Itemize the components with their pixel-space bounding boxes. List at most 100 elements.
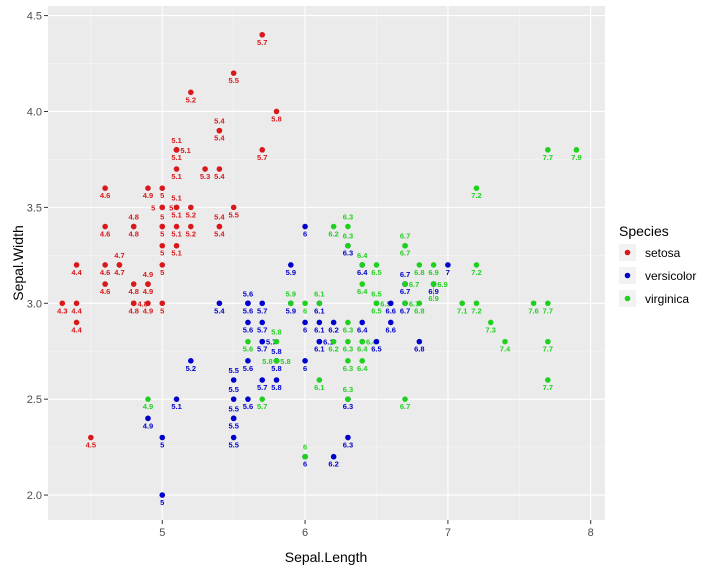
setosa-point — [188, 204, 194, 211]
virginica-point-label: 5.9 — [286, 289, 296, 298]
virginica-point — [345, 319, 351, 326]
setosa-point-label: 4.3 — [57, 306, 67, 315]
setosa-point-label: 4.4 — [71, 306, 82, 315]
x-tick-label: 7 — [445, 527, 451, 539]
setosa-point — [173, 223, 180, 230]
versicolor-point-label: 4.9 — [143, 421, 153, 430]
versicolor-point-label: 5.9 — [286, 268, 296, 277]
setosa-point-label: 5.2 — [186, 210, 196, 219]
virginica-point — [359, 338, 366, 345]
legend-label-setosa: setosa — [645, 246, 681, 260]
virginica-point-label: 7.2 — [471, 191, 481, 200]
setosa-point-label: 5.2 — [186, 230, 196, 239]
legend: Species setosa versicolor virginica — [619, 223, 696, 307]
setosa-point-label: 5.5 — [228, 76, 238, 85]
setosa-point — [130, 223, 137, 230]
setosa-point-label: 5 — [169, 203, 173, 212]
versicolor-point — [302, 358, 308, 364]
versicolor-point-label: 5.6 — [243, 289, 253, 298]
x-axis-title: Sepal.Length — [285, 549, 368, 565]
virginica-point-label: 5.8 — [262, 357, 272, 366]
virginica-point-label: 6.7 — [400, 402, 410, 411]
versicolor-point-label: 6.3 — [343, 402, 353, 411]
virginica-point-label: 7.4 — [500, 345, 511, 354]
virginica-point-label: 5.8 — [271, 328, 281, 337]
y-tick-label: 3.5 — [27, 202, 42, 214]
virginica-point-label: 6.9 — [428, 294, 438, 303]
virginica-point-label: 4.9 — [143, 402, 153, 411]
versicolor-point — [316, 319, 323, 326]
setosa-point-label: 4.6 — [100, 268, 110, 277]
virginica-point-label: 6.3 — [343, 213, 353, 222]
virginica-point — [302, 453, 308, 460]
versicolor-point-label: 5.1 — [171, 402, 181, 411]
virginica-point-label: 6.4 — [357, 345, 368, 354]
virginica-point-label: 7.7 — [543, 306, 553, 315]
versicolor-point-label: 5.8 — [271, 383, 281, 392]
virginica-point-label: 7.6 — [528, 306, 538, 315]
setosa-point-label: 5 — [160, 230, 164, 239]
versicolor-point-label: 5.5 — [228, 385, 238, 394]
setosa-point-label: 4.9 — [143, 306, 153, 315]
setosa-point-label: 5.4 — [214, 172, 225, 181]
axes: 5 6 7 8 2.0 2.5 3.0 3.5 4.0 4.5 — [27, 11, 594, 539]
setosa-point — [159, 262, 166, 268]
y-axis-title: Sepal.Width — [10, 225, 26, 300]
setosa-point — [188, 223, 194, 230]
virginica-point-label: 6.7 — [409, 280, 419, 289]
versicolor-point-label: 6.1 — [314, 325, 324, 334]
data-points — [59, 31, 580, 498]
setosa-point-label: 5.1 — [171, 153, 181, 162]
versicolor-point-label: 5.7 — [257, 345, 267, 354]
virginica-point — [416, 262, 423, 268]
versicolor-point — [330, 453, 337, 460]
setosa-point-label: 4.9 — [143, 270, 153, 279]
setosa-point-label: 5 — [160, 268, 164, 277]
setosa-point-label: 5.1 — [180, 146, 190, 155]
versicolor-point-label: 6.8 — [414, 345, 424, 354]
legend-title: Species — [619, 223, 669, 239]
plot-panel — [48, 6, 605, 520]
versicolor-point-label: 6.2 — [328, 325, 338, 334]
versicolor-point-label: 6.7 — [400, 270, 410, 279]
x-tick-label: 6 — [302, 527, 308, 539]
virginica-point — [473, 300, 480, 307]
setosa-point-label: 4.8 — [128, 230, 138, 239]
setosa-point — [216, 223, 223, 230]
virginica-point — [545, 147, 551, 153]
legend-key-setosa — [624, 249, 631, 256]
grid-lines — [48, 6, 605, 520]
virginica-point — [416, 300, 423, 307]
versicolor-point-label: 5.8 — [271, 347, 281, 356]
versicolor-point-label: 7 — [446, 268, 450, 277]
virginica-point — [345, 338, 351, 345]
setosa-point-label: 5.1 — [171, 136, 181, 145]
y-tick-label: 4.0 — [27, 106, 42, 118]
versicolor-point-label: 5.6 — [243, 364, 253, 373]
versicolor-point — [387, 319, 394, 326]
virginica-point — [373, 262, 380, 268]
versicolor-point-label: 6.3 — [343, 441, 353, 450]
setosa-point — [73, 262, 80, 268]
y-tick-label: 4.5 — [27, 11, 42, 23]
versicolor-point-label: 5.9 — [286, 306, 296, 315]
setosa-point — [173, 242, 180, 249]
versicolor-point — [302, 319, 308, 326]
setosa-point — [130, 281, 137, 287]
versicolor-point — [230, 415, 237, 422]
virginica-point — [459, 300, 465, 307]
virginica-point-label: 6.5 — [371, 268, 381, 277]
virginica-point — [402, 281, 408, 287]
setosa-point — [102, 281, 108, 287]
setosa-point — [173, 147, 180, 153]
setosa-point-label: 5 — [160, 306, 164, 315]
virginica-point — [345, 358, 351, 364]
virginica-point-label: 6.4 — [357, 364, 368, 373]
setosa-point — [216, 166, 223, 172]
setosa-point — [273, 108, 280, 115]
virginica-point-label: 6.3 — [343, 364, 353, 373]
setosa-point-label: 4.8 — [128, 306, 138, 315]
virginica-point-label: 6.7 — [409, 299, 419, 308]
virginica-point-label: 7.7 — [543, 345, 553, 354]
setosa-point-label: 5 — [160, 213, 164, 222]
